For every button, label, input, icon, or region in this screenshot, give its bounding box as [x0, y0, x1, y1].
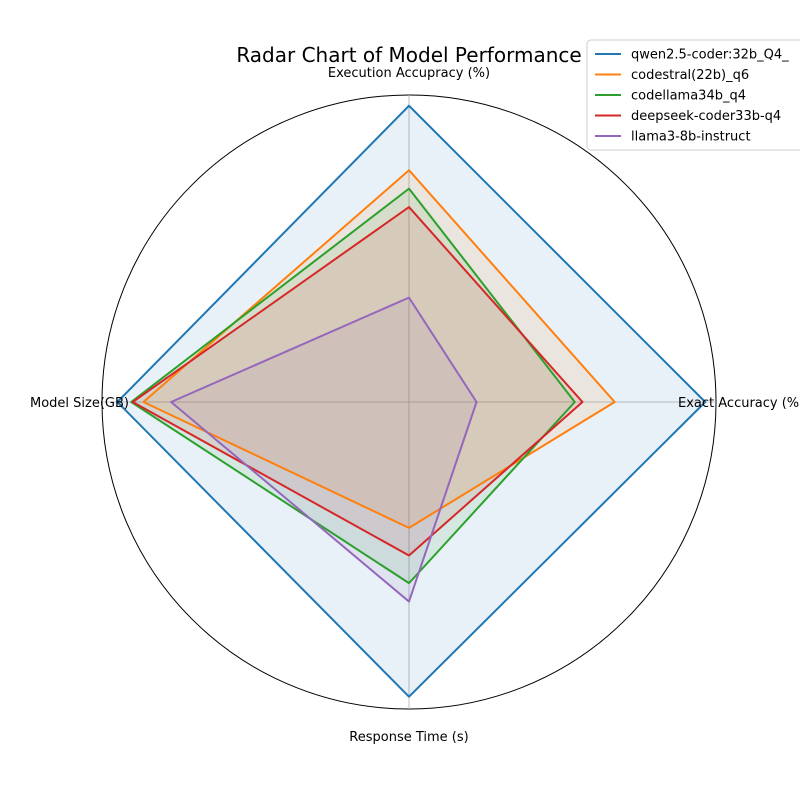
series-fill [131, 188, 575, 584]
series-fill [171, 297, 477, 602]
series-line [170, 296, 478, 603]
grid-layer [101, 94, 717, 710]
series-fill [143, 170, 615, 528]
axis-label: Model Size(GB) [30, 396, 129, 411]
series-line [131, 206, 584, 557]
axis-label: Response Time (s) [349, 730, 468, 745]
legend-label: qwen2.5-coder:32b_Q4_ [631, 48, 789, 63]
legend-items: qwen2.5-coder:32b_Q4_ codestral(22b)_q6co… [595, 48, 789, 145]
legend-label: codellama34b_q4 [631, 89, 746, 104]
axis-label: Exact Accuracy (%) [678, 396, 800, 411]
series-fill [132, 207, 583, 556]
legend: qwen2.5-coder:32b_Q4_ codestral(22b)_q6co… [586, 39, 800, 151]
series-line [116, 104, 707, 698]
legend-label: deepseek-coder33b-q4 [631, 109, 781, 124]
legend-label: llama3-8b-instruct [631, 130, 751, 145]
axis-label: Execution Accupracy (%) [328, 66, 490, 81]
axis-labels: Execution Accupracy (%) Exact Accuracy (%… [30, 66, 800, 745]
legend-frame [586, 39, 800, 151]
chart-title: Radar Chart of Model Performance [236, 43, 581, 67]
legend-label: codestral(22b)_q6 [631, 68, 749, 83]
series-layer [116, 104, 707, 698]
